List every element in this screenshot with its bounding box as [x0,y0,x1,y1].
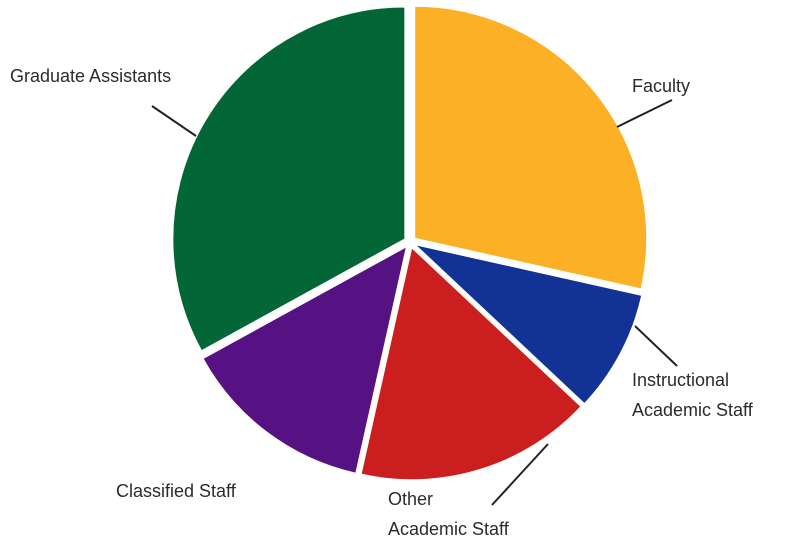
slice-label-faculty: Faculty [632,76,690,96]
slice-label-classified-staff: Classified Staff [116,481,237,501]
leader-line-faculty [616,99,673,128]
slice-label-instructional-academic-staff: Instructional Academic Staff [632,370,754,420]
slice-label-line: Academic Staff [632,400,754,420]
pie-slice-classified-staff [202,245,408,474]
slice-label-line: Graduate Assistants [10,66,171,86]
leader-line-other-academic-staff [491,443,549,506]
slice-labels: Faculty Instructional Academic Staff Other A… [10,66,754,539]
slice-label-line: Faculty [632,76,690,96]
slice-label-line: Classified Staff [116,481,237,501]
slice-label-other-academic-staff: Other Academic Staff [388,489,510,539]
pie-slices [172,5,648,481]
pie-slice-faculty [414,5,648,290]
pie-slice-instructional-academic-staff [413,243,643,405]
slice-label-line: Other [388,489,433,509]
leader-line-graduate-assistants [151,105,197,137]
slice-label-line: Instructional [632,370,729,390]
slice-label-graduate-assistants: Graduate Assistants [10,66,171,86]
pie-slice-graduate-assistants [172,6,406,352]
leader-lines [151,99,678,506]
slice-label-line: Academic Staff [388,519,510,539]
pie-slice-other-academic-staff [360,246,582,481]
leader-line-instructional-academic-staff [634,325,678,367]
